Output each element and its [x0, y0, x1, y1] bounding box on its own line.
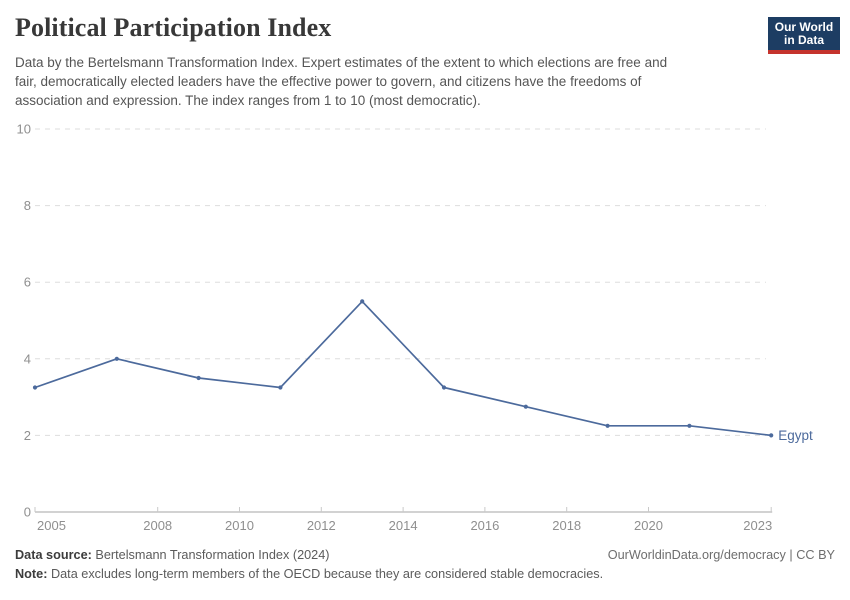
data-point[interactable] — [441, 385, 447, 390]
x-tick-label: 2023 — [743, 518, 772, 533]
data-point[interactable] — [605, 423, 610, 428]
data-point[interactable] — [114, 356, 119, 361]
x-axis: 2005 2008 2010 2012 2014 2016 2018 2020 2023 — [34, 507, 773, 533]
data-point[interactable] — [523, 404, 528, 409]
owid-credit-link[interactable]: OurWorldinData.org/democracy | CC BY — [607, 548, 835, 562]
y-tick-label: 8 — [24, 198, 31, 213]
data-point[interactable] — [360, 299, 365, 304]
y-tick-label: 6 — [24, 275, 31, 290]
data-point[interactable] — [769, 433, 774, 438]
owid-logo[interactable]: Our World in Data — [768, 17, 840, 54]
data-source-text: Bertelsmann Transformation Index (2024) — [95, 548, 330, 562]
note-line: Note: Data excludes long-term members of… — [15, 567, 603, 581]
gridlines — [35, 128, 766, 436]
data-source-label: Data source: — [15, 548, 92, 562]
y-tick-label: 2 — [24, 428, 31, 443]
page-title: Political Participation Index — [15, 13, 332, 42]
note-text: Data excludes long-term members of the O… — [50, 567, 604, 581]
note-label: Note: — [15, 567, 48, 581]
x-tick-label: 2005 — [37, 518, 66, 533]
data-point[interactable] — [687, 423, 692, 428]
series-end-label[interactable]: Egypt — [778, 428, 813, 443]
y-tick-label: 10 — [17, 122, 31, 137]
x-tick-label: 2010 — [225, 518, 254, 533]
chart-subtitle: Data by the Bertelsmann Transformation I… — [15, 55, 668, 108]
x-tick-label: 2016 — [470, 518, 499, 533]
data-source-line: Data source: Bertelsmann Transformation … — [15, 548, 330, 562]
y-tick-label: 0 — [24, 505, 31, 520]
x-tick-label: 2014 — [389, 518, 418, 533]
data-point[interactable] — [278, 385, 283, 390]
x-tick-label: 2018 — [552, 518, 581, 533]
y-tick-label: 4 — [24, 351, 31, 366]
x-tick-label: 2020 — [634, 518, 663, 533]
owid-logo-line1: Our World — [774, 20, 834, 34]
data-point[interactable] — [32, 385, 38, 390]
series-egypt: Egypt — [32, 299, 813, 443]
data-point[interactable] — [196, 375, 201, 381]
x-tick-label: 2008 — [143, 518, 172, 533]
owid-logo-line2: in Data — [783, 33, 824, 47]
y-axis-labels: 0 2 4 6 8 10 — [17, 122, 31, 520]
x-tick-label: 2012 — [307, 518, 336, 533]
chart-footer: Data source: Bertelsmann Transformation … — [15, 548, 835, 581]
series-line[interactable] — [34, 300, 773, 437]
